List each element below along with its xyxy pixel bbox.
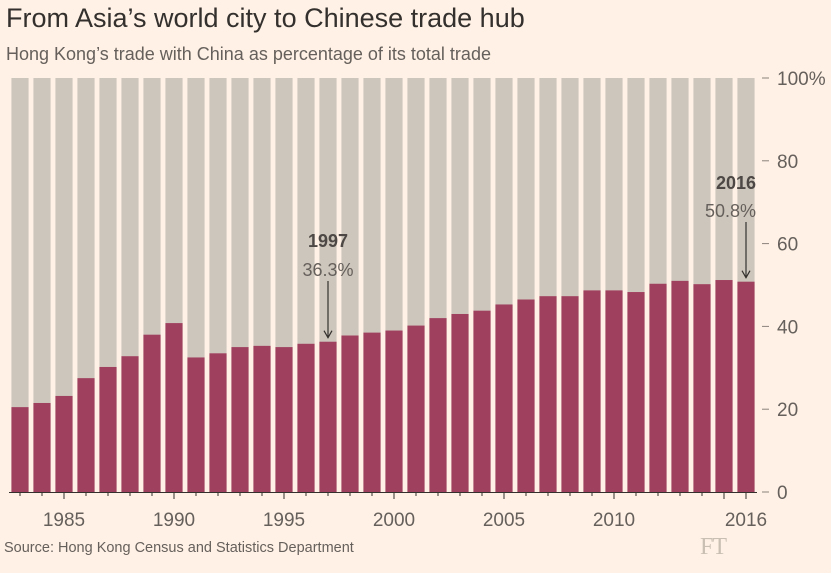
bar-2007	[539, 296, 557, 492]
bar-total-1984	[33, 78, 51, 492]
bar-1987	[99, 366, 117, 492]
chart-title: From Asia’s world city to Chinese trade …	[6, 3, 525, 33]
bar-2005	[495, 304, 513, 492]
bar-2010	[605, 290, 623, 492]
y-tick-label-20: 20	[777, 400, 798, 421]
x-tick-label-2000: 2000	[373, 510, 415, 531]
y-tick-label-0: 0	[777, 483, 788, 504]
bar-total-1983	[11, 78, 29, 492]
bar-1983	[11, 407, 29, 492]
bar-2001	[407, 325, 425, 492]
chart-subtitle: Hong Kong’s trade with China as percenta…	[6, 44, 491, 64]
bar-2014	[693, 284, 711, 492]
bar-1996	[297, 343, 315, 492]
y-tick-label-80: 80	[777, 152, 798, 173]
bar-2012	[649, 283, 667, 492]
bar-1994	[253, 345, 271, 492]
annotation-value-2016: 50.8%	[705, 201, 756, 221]
bar-1990	[165, 323, 183, 492]
annotation-arrowhead-2016	[741, 270, 751, 279]
bar-1993	[231, 347, 249, 492]
y-tick-label-100: 100%	[777, 69, 826, 90]
bar-1999	[363, 332, 381, 492]
annotation-value-1997: 36.3%	[302, 260, 353, 280]
bar-1998	[341, 335, 359, 492]
bar-1997	[319, 341, 337, 492]
bar-1989	[143, 334, 161, 492]
bar-1992	[209, 353, 227, 492]
annotation-year-2016: 2016	[716, 173, 756, 193]
y-tick-label-60: 60	[777, 235, 798, 256]
bar-1995	[275, 347, 293, 492]
x-tick-label-2005: 2005	[483, 510, 525, 531]
bar-2009	[583, 290, 601, 492]
x-tick-label-1990: 1990	[153, 510, 195, 531]
y-tick-label-40: 40	[777, 317, 798, 338]
annotation-arrowhead-1997	[323, 330, 333, 339]
x-tick-label-2016: 2016	[725, 510, 767, 531]
x-tick-label-1985: 1985	[43, 510, 85, 531]
bar-1984	[33, 402, 51, 492]
bar-total-1985	[55, 78, 73, 492]
bar-2004	[473, 310, 491, 492]
bar-2003	[451, 313, 469, 492]
x-tick-label-2010: 2010	[593, 510, 635, 531]
bar-2008	[561, 296, 579, 492]
bar-2006	[517, 299, 535, 492]
bar-2013	[671, 280, 689, 492]
bar-1985	[55, 395, 73, 492]
bar-2015	[715, 280, 733, 492]
bar-1988	[121, 356, 139, 492]
bar-2011	[627, 292, 645, 492]
ft-logo: FT	[700, 534, 727, 560]
bar-2016	[737, 281, 755, 492]
source-note: Source: Hong Kong Census and Statistics …	[4, 540, 354, 556]
bar-2000	[385, 330, 403, 492]
bar-1986	[77, 378, 95, 492]
annotation-year-1997: 1997	[308, 231, 348, 251]
bar-1991	[187, 357, 205, 492]
bar-2002	[429, 318, 447, 492]
x-tick-label-1995: 1995	[263, 510, 305, 531]
